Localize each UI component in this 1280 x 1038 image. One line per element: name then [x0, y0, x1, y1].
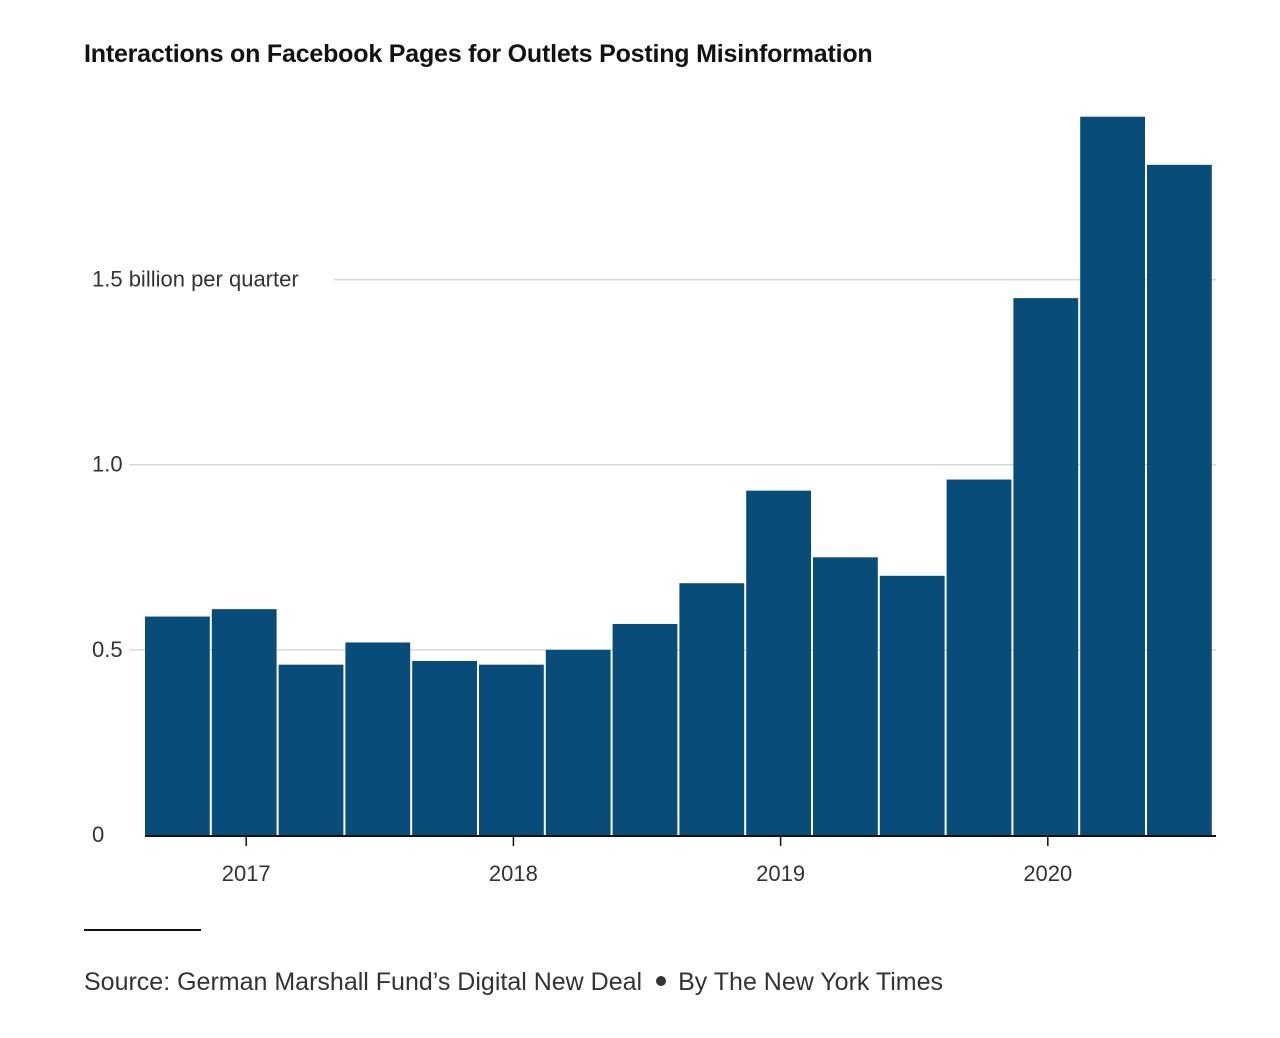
bar [746, 490, 811, 835]
y-tick-label: 1.0 [92, 452, 123, 477]
bar [879, 575, 945, 835]
bars [145, 116, 1212, 836]
bar [612, 623, 678, 835]
x-tick-label: 2020 [1023, 861, 1072, 886]
bar-chart: 00.51.01.5 billion per quarter 2017 2018 2… [92, 116, 1216, 886]
x-axis-ticks: 2017 2018 2019 2020 [222, 836, 1072, 886]
bar [145, 616, 210, 835]
bar [345, 642, 411, 835]
bar [1013, 298, 1079, 836]
bar [278, 664, 344, 835]
bar [679, 583, 745, 835]
byline-text: By The New York Times [678, 968, 944, 996]
bar [946, 479, 1012, 835]
x-tick-label: 2017 [222, 861, 271, 886]
bar [211, 609, 277, 835]
chart-title: Interactions on Facebook Pages for Outle… [84, 40, 873, 68]
y-tick-label: 0.5 [92, 637, 123, 662]
y-tick-label: 1.5 billion per quarter [92, 267, 299, 292]
y-axis-ticks: 0 0.5 1.0 1.5 billion per quarter [92, 267, 299, 847]
bar [412, 660, 477, 835]
footer-rule [84, 929, 201, 931]
y-tick-label: 0 [92, 822, 104, 847]
bar [813, 557, 878, 835]
bar [1080, 116, 1145, 835]
footer: Source: German Marshall Fund’s Digital N… [84, 968, 943, 997]
source-text: Source: German Marshall Fund’s Digital N… [84, 968, 643, 996]
bar [479, 664, 544, 835]
bar [1147, 164, 1212, 836]
bar [545, 649, 611, 835]
x-tick-label: 2019 [756, 861, 805, 886]
separator-dot-icon [656, 976, 667, 987]
x-tick-label: 2018 [489, 861, 538, 886]
